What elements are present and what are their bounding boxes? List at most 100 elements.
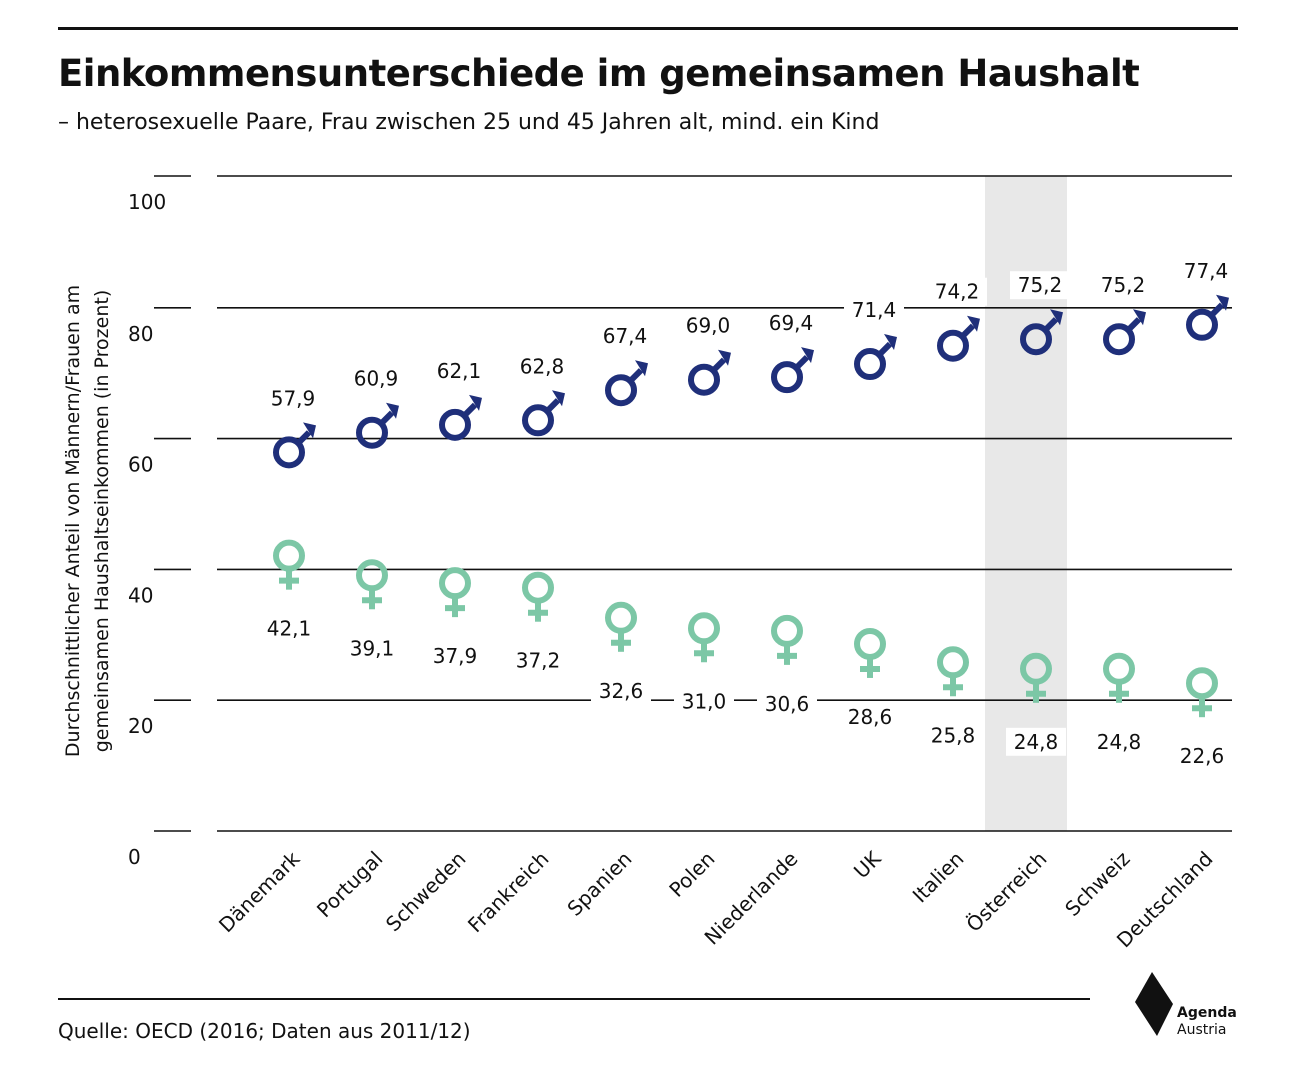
male-marker-3 — [439, 408, 471, 441]
female-marker-2 — [356, 559, 388, 592]
male-marker-head-10 — [1050, 309, 1063, 326]
male-value-label-7: 69,4 — [769, 311, 814, 335]
male-marker-head-5 — [635, 360, 648, 377]
male-marker-5 — [605, 374, 637, 407]
female-marker-4 — [522, 571, 554, 604]
male-value-label-6-bg — [678, 311, 738, 340]
male-value-label-8-bg — [844, 296, 904, 325]
male-marker-2 — [356, 416, 388, 449]
male-marker-arrow-3 — [461, 402, 478, 418]
female-value-label-9: 25,8 — [931, 723, 976, 747]
female-marker-9 — [937, 646, 969, 679]
male-marker-head-9 — [967, 315, 980, 332]
female-value-label-2: 39,1 — [350, 636, 395, 660]
female-value-label-11: 24,8 — [1097, 730, 1142, 754]
female-value-label-10-bg — [1006, 727, 1066, 756]
chart-title: Einkommensunterschiede im gemeinsamen Ha… — [58, 52, 1140, 95]
y-tick-label-0: 0 — [128, 845, 141, 869]
female-value-label-5: 32,6 — [599, 679, 644, 703]
male-marker-arrow-4 — [544, 398, 561, 414]
female-value-label-1: 42,1 — [267, 617, 312, 641]
female-value-label-8-bg — [840, 702, 900, 731]
male-marker-head-3 — [469, 394, 482, 411]
x-tick-label-3: Schweden — [381, 847, 471, 937]
male-value-label-9: 74,2 — [935, 280, 980, 304]
male-marker-12 — [1186, 308, 1218, 341]
male-value-label-5: 67,4 — [603, 324, 648, 348]
female-value-label-10: 24,8 — [1014, 730, 1059, 754]
x-tick-label-9: Italien — [908, 847, 969, 908]
male-marker-11 — [1103, 323, 1135, 356]
male-marker-arrow-7 — [793, 355, 810, 371]
female-marker-5 — [605, 601, 637, 634]
male-value-label-10: 75,2 — [1018, 273, 1063, 297]
female-value-label-6: 31,0 — [682, 689, 727, 713]
female-marker-1 — [273, 539, 305, 572]
male-value-label-4: 62,8 — [520, 354, 565, 378]
female-marker-8 — [854, 627, 886, 660]
female-value-label-11-bg — [1089, 727, 1149, 756]
female-value-label-7: 30,6 — [765, 692, 810, 716]
female-value-label-12: 22,6 — [1180, 744, 1225, 768]
male-marker-head-11 — [1133, 309, 1146, 326]
male-marker-arrow-2 — [378, 410, 395, 426]
female-value-label-3: 37,9 — [433, 644, 478, 668]
x-tick-label-6: Polen — [664, 847, 719, 902]
female-marker-6 — [688, 612, 720, 645]
male-value-label-8: 71,4 — [852, 298, 897, 322]
female-value-label-2-bg — [342, 634, 402, 663]
bottom-rule — [58, 998, 1090, 1000]
female-value-label-12-bg — [1172, 742, 1232, 771]
y-axis-label-line-2: gemeinsamen Haushaltseinkommen (in Proze… — [91, 290, 113, 753]
x-tick-label-10: Österreich — [961, 847, 1051, 937]
male-marker-head-8 — [884, 334, 897, 351]
male-value-label-5-bg — [595, 322, 655, 351]
male-value-label-6: 69,0 — [686, 314, 731, 338]
male-marker-arrow-8 — [876, 341, 893, 358]
female-value-label-8: 28,6 — [848, 705, 893, 729]
male-marker-4 — [522, 404, 554, 437]
male-value-label-1: 57,9 — [271, 386, 316, 410]
top-rule — [58, 27, 1238, 30]
chart-subtitle: – heterosexuelle Paare, Frau zwischen 25… — [58, 110, 880, 135]
male-marker-8 — [854, 348, 886, 381]
male-marker-9 — [937, 329, 969, 362]
male-marker-arrow-12 — [1208, 302, 1225, 318]
source-note: Quelle: OECD (2016; Daten aus 2011/12) — [58, 1019, 471, 1043]
female-value-label-5-bg — [591, 676, 651, 705]
male-value-label-2: 60,9 — [354, 367, 399, 391]
income-share-chart: 0 20 40 60 80 100 Durchschnittlicher Anteil vo… — [62, 175, 1232, 953]
male-value-label-2-bg — [346, 364, 406, 393]
y-tick-label-80: 80 — [128, 322, 153, 346]
female-value-label-4: 37,2 — [516, 649, 561, 673]
male-marker-arrow-5 — [627, 368, 644, 384]
male-marker-1 — [273, 436, 305, 469]
y-axis-label: Durchschnittlicher Anteil von Männern/Fr… — [62, 285, 113, 757]
male-marker-head-12 — [1216, 294, 1229, 311]
male-marker-10 — [1020, 323, 1052, 356]
male-value-label-10-bg — [1010, 271, 1070, 300]
male-marker-head-2 — [386, 402, 399, 419]
male-value-label-11: 75,2 — [1101, 273, 1146, 297]
male-value-label-7-bg — [761, 309, 821, 338]
female-value-label-1-bg — [259, 614, 319, 643]
male-value-label-9-bg — [927, 277, 987, 306]
male-marker-7 — [771, 361, 803, 394]
male-marker-arrow-11 — [1125, 317, 1142, 333]
male-marker-arrow-9 — [959, 323, 976, 339]
x-tick-label-4: Frankreich — [463, 847, 554, 938]
x-tick-label-8: UK — [849, 846, 886, 883]
male-marker-head-7 — [801, 347, 814, 364]
female-marker-12 — [1186, 667, 1218, 700]
male-value-label-11-bg — [1093, 271, 1153, 300]
female-value-label-6-bg — [674, 687, 734, 716]
male-value-label-1-bg — [263, 384, 323, 413]
male-marker-head-4 — [552, 390, 565, 407]
female-value-label-7-bg — [757, 689, 817, 718]
male-value-label-12: 77,4 — [1184, 259, 1229, 283]
y-tick-label-40: 40 — [128, 583, 153, 607]
female-marker-10 — [1020, 652, 1052, 685]
x-tick-label-5: Spanien — [562, 847, 636, 921]
female-marker-7 — [771, 614, 803, 647]
y-tick-label-20: 20 — [128, 714, 153, 738]
